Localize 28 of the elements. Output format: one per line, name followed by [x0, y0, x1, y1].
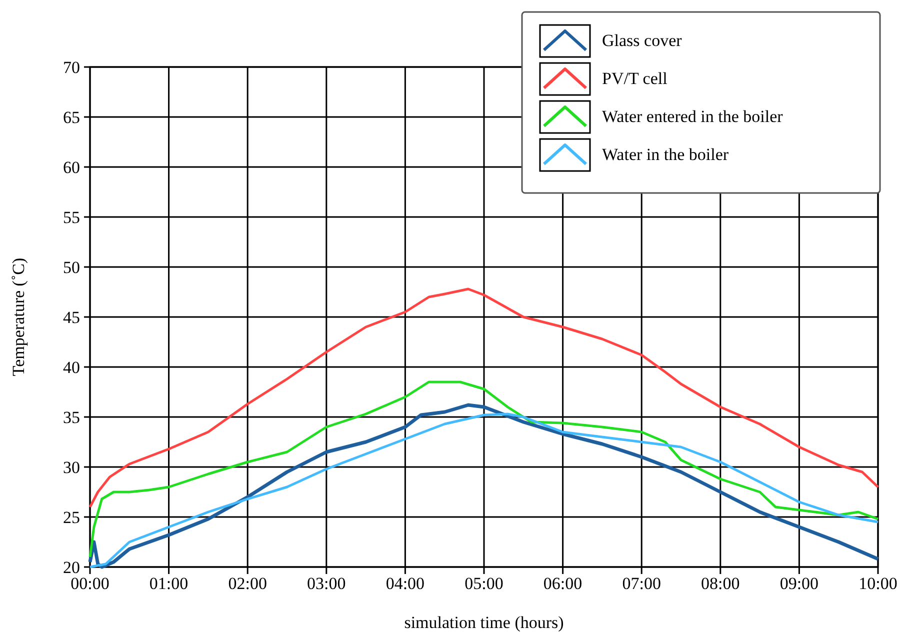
x-tick-label: 09:00 [780, 574, 819, 593]
y-axis-title: Temperature (˚C) [9, 258, 28, 376]
y-tick-label: 40 [63, 358, 80, 377]
x-tick-label: 10:00 [858, 574, 898, 593]
y-tick-label: 20 [63, 558, 80, 577]
y-tick-label: 50 [63, 258, 80, 277]
y-tick-label: 55 [63, 208, 80, 227]
y-tick-label: 45 [63, 308, 80, 327]
legend-label: Glass cover [602, 31, 682, 50]
x-tick-label: 04:00 [386, 574, 425, 593]
legend-label: Water entered in the boiler [602, 107, 784, 126]
y-tick-label: 70 [63, 58, 80, 77]
x-tick-label: 03:00 [307, 574, 346, 593]
y-tick-label: 65 [63, 108, 80, 127]
y-tick-label: 35 [63, 408, 80, 427]
y-tick-label: 30 [63, 458, 80, 477]
y-tick-label: 60 [63, 158, 80, 177]
x-tick-label: 06:00 [543, 574, 582, 593]
legend-label: Water in the boiler [602, 145, 729, 164]
x-tick-label: 01:00 [149, 574, 188, 593]
y-tick-label: 25 [63, 508, 80, 527]
x-tick-label: 07:00 [622, 574, 661, 593]
x-tick-label: 00:00 [70, 574, 110, 593]
x-tick-label: 08:00 [701, 574, 740, 593]
legend-label: PV/T cell [602, 69, 668, 88]
x-tick-label: 02:00 [228, 574, 267, 593]
x-axis-title: simulation time (hours) [404, 613, 564, 632]
x-tick-label: 05:00 [464, 574, 504, 593]
